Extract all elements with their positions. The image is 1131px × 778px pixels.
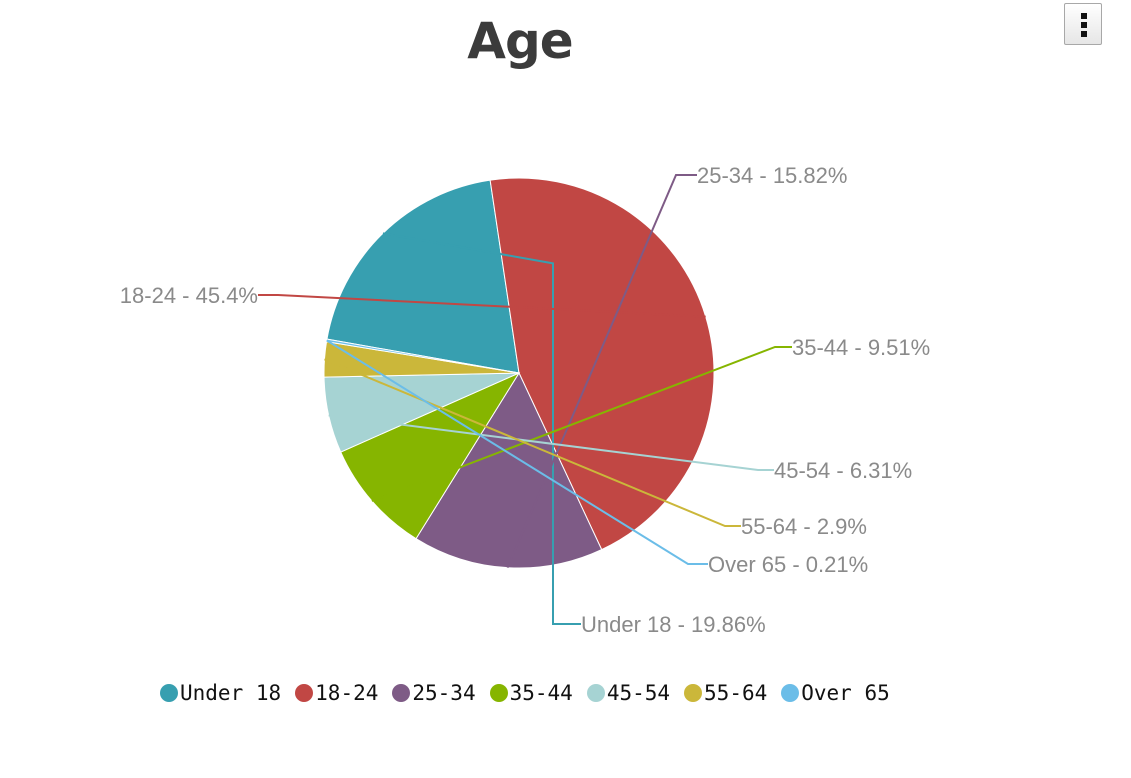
legend-label: Under 18 — [180, 681, 282, 705]
legend-item[interactable]: Under 18 — [160, 678, 281, 708]
slice-label: 25-34 - 15.82% — [697, 163, 847, 188]
legend-label: 55-64 — [704, 681, 768, 705]
slice-label: 55-64 - 2.9% — [741, 514, 867, 539]
legend-label: 45-54 — [606, 681, 671, 705]
menu-dot-icon — [1081, 31, 1087, 37]
label-leader-lines — [258, 174, 792, 625]
legend-item[interactable]: 35-44 — [489, 678, 573, 708]
chart-title: Age — [467, 12, 573, 70]
legend-marker-icon — [295, 684, 314, 702]
legend-marker-icon — [781, 684, 800, 702]
slice-label: 45-54 - 6.31% — [774, 458, 912, 483]
legend-label: 18-24 — [315, 681, 379, 705]
leader-line — [326, 339, 708, 565]
slice-label: 35-44 - 9.51% — [792, 335, 930, 360]
legend-item[interactable]: Over 65 — [781, 678, 890, 708]
legend-label: 25-34 — [412, 681, 476, 705]
slice-labels: Under 18 - 19.86% 18-24 - 45.4% 25-34 - 15… — [120, 163, 930, 637]
leader-line — [258, 294, 706, 318]
leader-line — [506, 174, 697, 569]
leader-line — [324, 358, 741, 527]
legend-item[interactable]: 55-64 — [684, 678, 767, 708]
legend-marker-icon — [684, 684, 703, 702]
legend-item[interactable]: 25-34 — [392, 678, 476, 708]
leader-line — [371, 346, 792, 502]
legend-item[interactable]: 45-54 — [586, 678, 671, 708]
leader-line — [328, 414, 774, 471]
slice-label: Under 18 - 19.86% — [581, 612, 766, 637]
legend-marker-icon — [392, 684, 411, 702]
chart-menu-button[interactable] — [1064, 3, 1102, 45]
slice-label: Over 65 - 0.21% — [708, 552, 868, 577]
chart-legend: Under 18 18-24 25-34 35-44 45-54 55-64 Over 65 — [160, 678, 920, 708]
pie-chart: Under 18 - 19.86% 18-24 - 45.4% 25-34 - 15… — [120, 163, 930, 637]
legend-marker-icon — [489, 684, 508, 702]
legend-marker-icon — [586, 684, 605, 702]
legend-marker-icon — [160, 684, 178, 702]
legend-label: 35-44 — [509, 681, 573, 705]
menu-dot-icon — [1081, 22, 1087, 28]
slice-label: 18-24 - 45.4% — [120, 283, 258, 308]
legend-label: Over 65 — [801, 681, 890, 705]
pie-slice-over-65[interactable] — [325, 338, 520, 374]
pie-slices — [323, 177, 715, 569]
menu-dot-icon — [1081, 13, 1087, 19]
legend-item[interactable]: 18-24 — [295, 678, 378, 708]
